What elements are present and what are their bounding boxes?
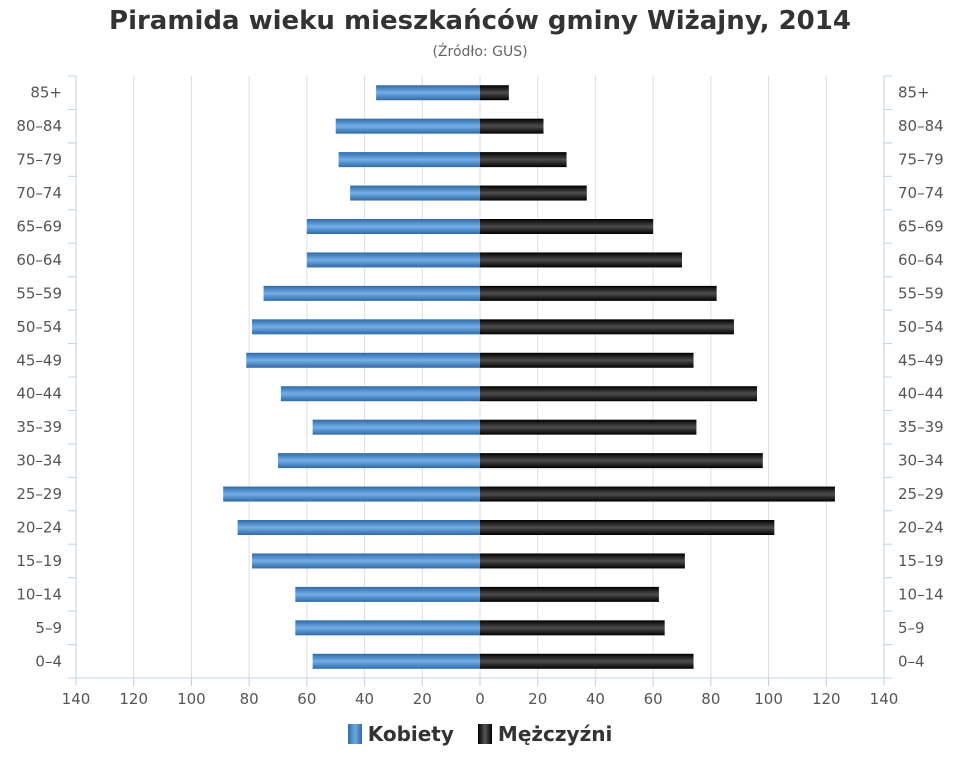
legend-swatch-mezczyzni: [477, 724, 492, 744]
x-tick-label: 40: [586, 690, 605, 708]
y-tick-label-right: 45–49: [898, 351, 944, 369]
x-tick-label: 60: [644, 690, 663, 708]
bar-kobiety: [376, 85, 480, 101]
legend-item-kobiety[interactable]: Kobiety: [347, 722, 454, 746]
y-tick-label-left: 65–69: [16, 218, 62, 236]
bar-kobiety: [280, 386, 480, 402]
bar-mezczyzni: [480, 653, 694, 669]
y-tick-label-right: 15–19: [898, 552, 944, 570]
y-tick-label-left: 5–9: [35, 619, 62, 637]
y-tick-label-left: 55–59: [16, 284, 62, 302]
bar-mezczyzni: [480, 285, 717, 301]
bar-mezczyzni: [480, 118, 544, 134]
y-tick-label-left: 75–79: [16, 151, 62, 169]
y-tick-label-left: 30–34: [16, 452, 62, 470]
y-tick-label-right: 30–34: [898, 452, 944, 470]
y-tick-label-right: 35–39: [898, 418, 944, 436]
y-tick-label-left: 80–84: [16, 117, 62, 135]
bar-kobiety: [306, 219, 480, 234]
bar-mezczyzni: [480, 252, 682, 268]
x-tick-label: 0: [475, 690, 485, 708]
legend-label-mezczyzni: Mężczyźni: [497, 722, 613, 746]
bar-kobiety: [306, 252, 480, 268]
legend-item-mezczyzni[interactable]: Mężczyźni: [477, 722, 613, 746]
y-tick-label-right: 25–29: [898, 485, 944, 503]
y-tick-label-right: 85+: [898, 84, 930, 102]
y-tick-label-right: 5–9: [898, 619, 925, 637]
y-tick-label-left: 0–4: [35, 652, 62, 670]
bar-mezczyzni: [480, 419, 697, 435]
x-tick-label: 80: [701, 690, 720, 708]
bar-kobiety: [278, 453, 480, 469]
bar-kobiety: [263, 285, 480, 301]
bar-kobiety: [312, 419, 480, 435]
x-tick-label: 120: [812, 690, 841, 708]
bar-kobiety: [295, 620, 480, 636]
bar-mezczyzni: [480, 620, 665, 636]
bar-kobiety: [246, 352, 480, 368]
bar-mezczyzni: [480, 352, 694, 368]
y-tick-label-right: 80–84: [898, 117, 944, 135]
bar-kobiety: [223, 486, 480, 502]
y-tick-label-right: 50–54: [898, 318, 944, 336]
bar-mezczyzni: [480, 520, 775, 535]
y-tick-label-right: 60–64: [898, 251, 944, 269]
bar-mezczyzni: [480, 152, 567, 168]
y-tick-label-left: 10–14: [16, 585, 62, 603]
y-tick-label-left: 25–29: [16, 485, 62, 503]
x-tick-label: 100: [177, 690, 206, 708]
y-tick-label-right: 10–14: [898, 585, 944, 603]
bar-kobiety: [237, 520, 480, 535]
bar-mezczyzni: [480, 553, 685, 569]
chart-title: Piramida wieku mieszkańców gminy Wiżajny…: [109, 6, 851, 36]
y-tick-label-right: 70–74: [898, 184, 944, 202]
x-tick-label: 80: [240, 690, 259, 708]
bar-mezczyzni: [480, 319, 734, 335]
y-tick-label-right: 55–59: [898, 284, 944, 302]
y-tick-label-left: 60–64: [16, 251, 62, 269]
y-tick-label-left: 35–39: [16, 418, 62, 436]
bar-kobiety: [335, 118, 480, 134]
bar-mezczyzni: [480, 219, 654, 234]
legend-label-kobiety: Kobiety: [367, 722, 454, 746]
x-tick-label: 40: [355, 690, 374, 708]
bar-mezczyzni: [480, 85, 509, 101]
bar-kobiety: [350, 185, 480, 201]
x-tick-label: 20: [413, 690, 432, 708]
y-tick-label-right: 0–4: [898, 652, 925, 670]
y-tick-label-left: 70–74: [16, 184, 62, 202]
bar-kobiety: [312, 653, 480, 669]
y-tick-label-left: 40–44: [16, 385, 62, 403]
bar-mezczyzni: [480, 386, 758, 402]
bar-kobiety: [252, 553, 480, 569]
x-tick-label: 100: [754, 690, 783, 708]
y-tick-label-left: 45–49: [16, 351, 62, 369]
y-tick-label-left: 85+: [30, 84, 62, 102]
bar-kobiety: [252, 319, 480, 335]
bar-kobiety: [295, 586, 480, 602]
y-tick-label-right: 65–69: [898, 218, 944, 236]
chart-subtitle: (Źródło: GUS): [432, 44, 528, 60]
x-tick-label: 120: [119, 690, 148, 708]
bar-mezczyzni: [480, 586, 659, 602]
y-tick-label-left: 15–19: [16, 552, 62, 570]
bar-kobiety: [338, 152, 480, 168]
y-tick-label-left: 50–54: [16, 318, 62, 336]
y-tick-label-left: 20–24: [16, 519, 62, 537]
y-tick-label-right: 20–24: [898, 519, 944, 537]
x-tick-label: 140: [62, 690, 91, 708]
x-tick-label: 140: [870, 690, 899, 708]
bar-mezczyzni: [480, 185, 587, 201]
legend-swatch-kobiety: [347, 724, 362, 744]
bar-mezczyzni: [480, 486, 835, 502]
legend: Kobiety Mężczyźni: [0, 722, 960, 746]
y-tick-label-right: 75–79: [898, 151, 944, 169]
x-tick-label: 20: [528, 690, 547, 708]
y-tick-label-right: 40–44: [898, 385, 944, 403]
bar-mezczyzni: [480, 453, 763, 469]
x-tick-label: 60: [297, 690, 316, 708]
